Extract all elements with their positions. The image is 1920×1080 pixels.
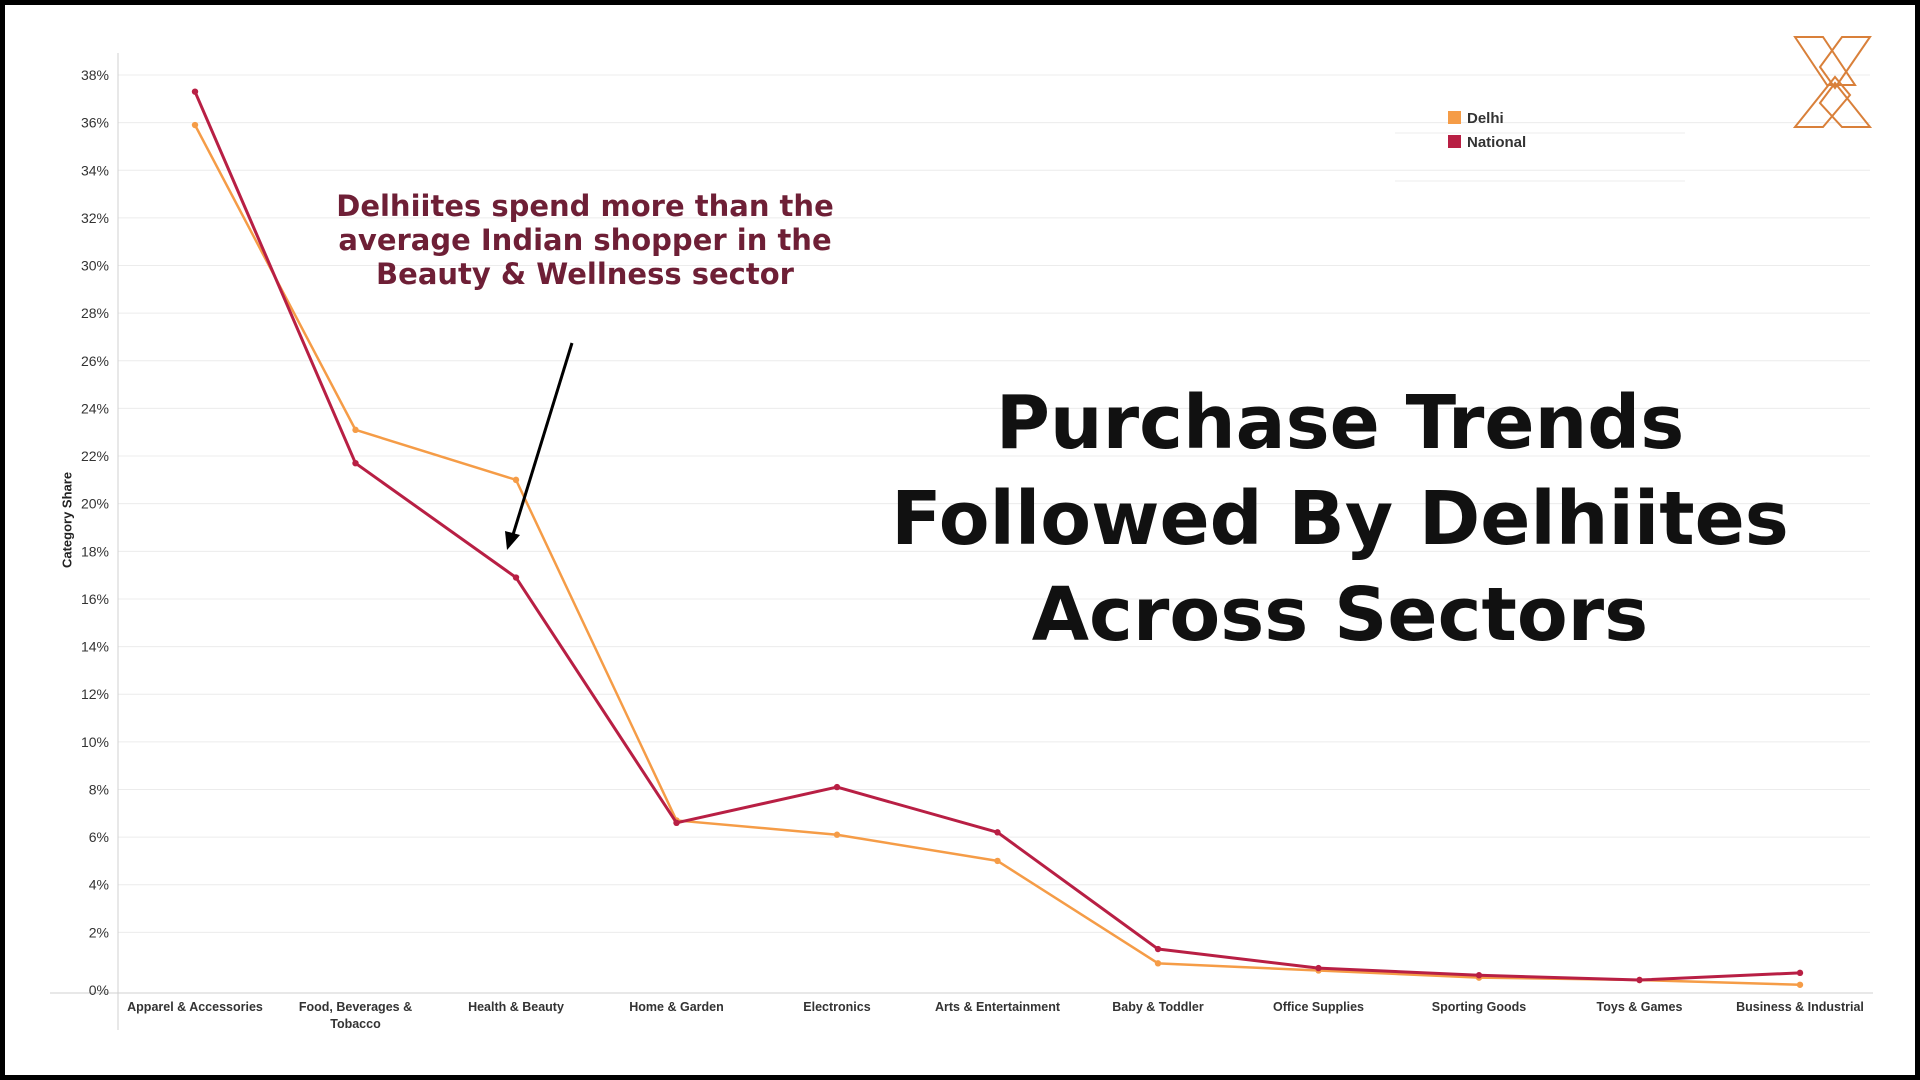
data-point-delhi <box>1796 981 1804 988</box>
annotation-text: Delhiites spend more than the average In… <box>325 189 845 291</box>
data-point-national <box>1154 945 1162 953</box>
line-chart: 0% 2% 4% 6% 8% 10% 12% 14% 16% 18% 20% 22% 24% 26% 28%… <box>50 36 1873 1031</box>
y-tick-label: 20% <box>81 496 109 512</box>
title-line-2: Followed By Delhiites <box>891 476 1789 562</box>
x-tick-label: Office Supplies <box>1273 1000 1364 1014</box>
data-point-national <box>673 819 680 827</box>
data-point-delhi <box>512 476 520 484</box>
data-point-national <box>1475 972 1483 979</box>
y-tick-label: 30% <box>81 258 109 274</box>
x-tick-label: Toys & Games <box>1597 1000 1683 1014</box>
legend-label: National <box>1467 134 1526 151</box>
y-tick-label: 12% <box>81 686 109 702</box>
y-tick-label: 38% <box>81 67 109 83</box>
data-point-national <box>1315 964 1322 972</box>
y-axis-label: Category Share <box>59 471 75 569</box>
series-lines <box>191 88 1804 988</box>
annotation-line-2: average Indian shopper in the <box>338 223 832 257</box>
data-point-delhi <box>191 121 199 129</box>
y-tick-label: 4% <box>89 877 109 893</box>
data-point-delhi <box>833 831 841 838</box>
y-tick-label: 32% <box>81 210 109 226</box>
x-tick-label: Home & Garden <box>629 1000 723 1014</box>
y-tick-label: 6% <box>89 829 109 845</box>
x-tick-label: Arts & Entertainment <box>935 1000 1061 1014</box>
x-tick-label: Baby & Toddler <box>1112 1000 1204 1014</box>
data-point-national <box>1796 969 1804 977</box>
x-tick-label: Health & Beauty <box>468 1000 564 1014</box>
y-tick-label: 28% <box>81 305 109 321</box>
y-tick-label: 2% <box>89 924 109 940</box>
x-tick-label: Food, Beverages & Tobacco <box>299 1000 412 1031</box>
x-tick-label: Apparel & Accessories <box>127 1000 263 1014</box>
y-tick-labels: 0% 2% 4% 6% 8% 10% 12% 14% 16% 18% 20% 22% 24% 26% 28%… <box>81 67 109 998</box>
x-tick-label: Sporting Goods <box>1432 1000 1526 1014</box>
y-tick-label: 18% <box>81 543 109 559</box>
data-point-delhi <box>352 426 359 434</box>
grid-lines <box>118 74 1870 933</box>
x-logo-icon <box>1792 36 1873 128</box>
title-line-3: Across Sectors <box>1031 572 1649 658</box>
x-tick-labels: Apparel & Accessories Food, Beverages & To… <box>127 1000 1864 1031</box>
data-point-delhi <box>1154 960 1162 967</box>
data-point-national <box>512 574 520 581</box>
data-point-national <box>833 783 841 791</box>
y-tick-label: 26% <box>81 353 109 369</box>
y-tick-label: 14% <box>81 639 109 655</box>
y-tick-label: 24% <box>81 400 109 416</box>
annotation-arrow <box>505 342 574 550</box>
y-tick-label: 22% <box>81 448 109 464</box>
annotation-line-3: Beauty & Wellness sector <box>376 257 794 291</box>
legend: Delhi National <box>1395 110 1685 182</box>
slide: 0% 2% 4% 6% 8% 10% 12% 14% 16% 18% 20% 22% 24% 26% 28%… <box>5 5 1915 1075</box>
y-tick-label: 8% <box>89 781 109 797</box>
y-tick-label: 34% <box>81 162 109 178</box>
axes <box>50 53 1873 1030</box>
data-point-national <box>994 829 1001 836</box>
page-title: Purchase Trends Followed By Delhiites Ac… <box>875 375 1805 663</box>
annotation-line-1: Delhiites spend more than the <box>336 189 834 223</box>
title-line-1: Purchase Trends <box>995 380 1685 466</box>
data-point-national <box>191 88 199 95</box>
legend-label: Delhi <box>1467 110 1504 127</box>
data-point-national <box>1636 976 1643 984</box>
y-tick-label: 0% <box>89 982 109 998</box>
legend-swatch <box>1448 111 1461 124</box>
y-tick-label: 36% <box>81 115 109 131</box>
x-tick-label: Electronics <box>803 1000 870 1014</box>
y-tick-label: 16% <box>81 591 109 607</box>
data-point-delhi <box>994 857 1001 865</box>
y-tick-label: 10% <box>81 734 109 750</box>
legend-swatch <box>1448 135 1461 148</box>
data-point-national <box>352 459 359 467</box>
x-tick-label: Business & Industrial <box>1736 1000 1864 1014</box>
